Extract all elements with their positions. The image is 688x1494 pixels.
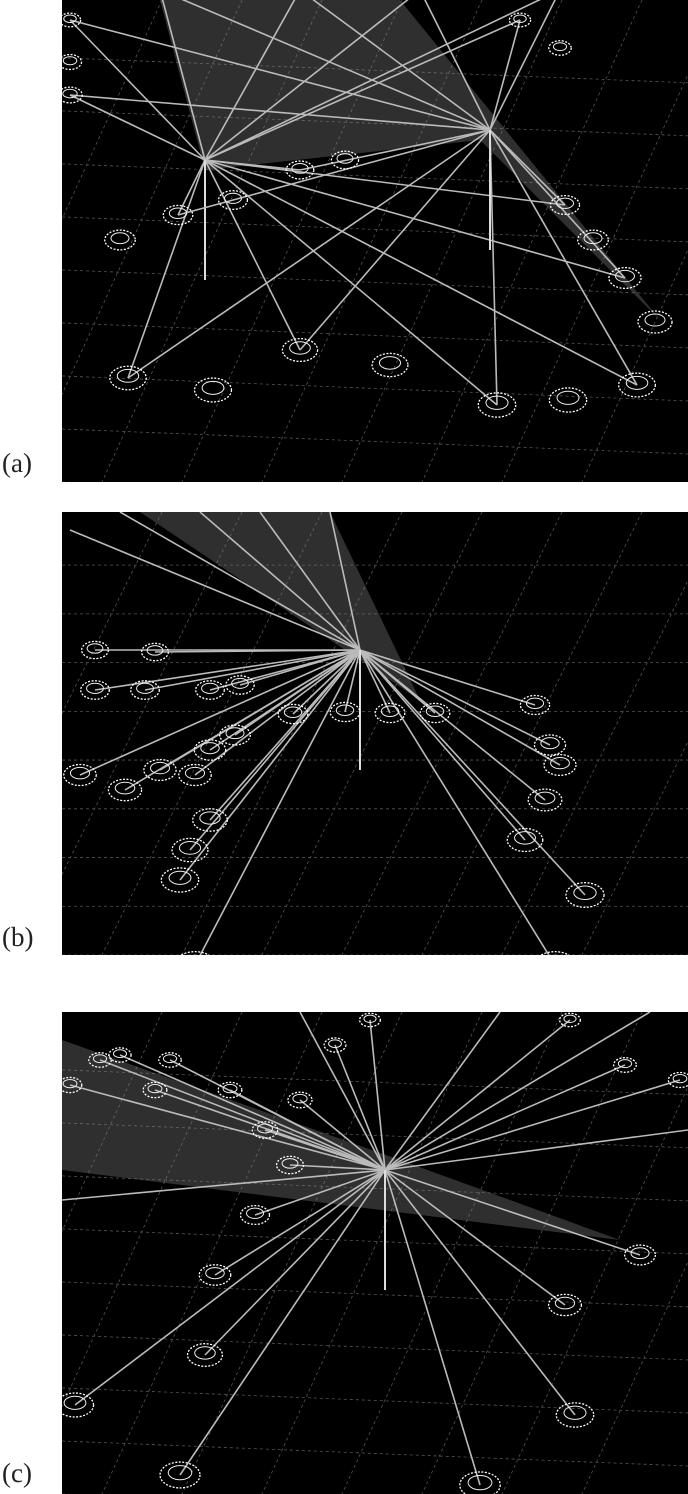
ring: [174, 952, 215, 979]
figure-canvas: (a) (b) (c): [0, 0, 688, 1494]
panel-label: (a): [2, 448, 32, 478]
ring: [534, 952, 575, 979]
ring-inner: [543, 955, 567, 970]
ring-inner: [183, 955, 207, 970]
grid-line: [62, 482, 688, 507]
panel-label: (c): [2, 1458, 32, 1488]
panel-label: (b): [2, 922, 33, 952]
figure: {"panels": [{"label": "(a)"}, {"label": …: [0, 0, 688, 1494]
